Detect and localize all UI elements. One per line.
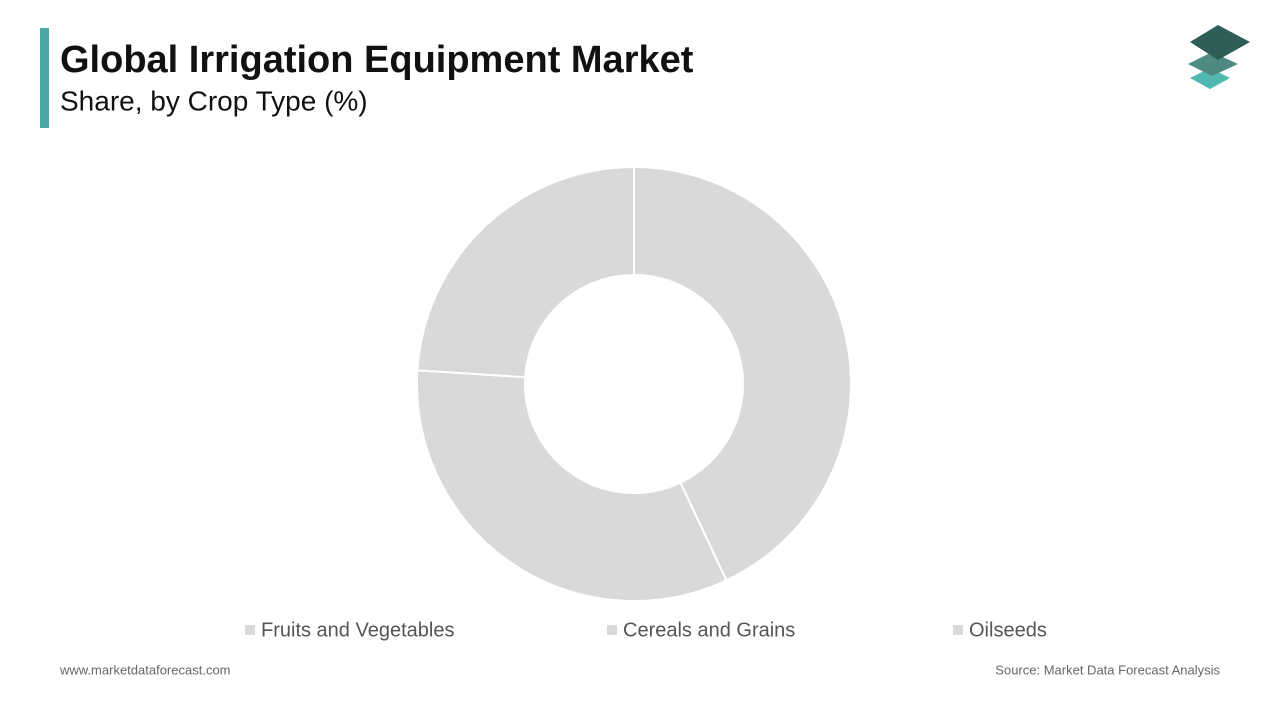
donut-segment xyxy=(416,165,635,379)
chart-subtitle: Share, by Crop Type (%) xyxy=(60,85,368,116)
donut-segment xyxy=(416,369,728,602)
chart-title: Global Irrigation Equipment Market xyxy=(60,39,694,81)
legend-label: Oilseeds xyxy=(969,619,1047,641)
legend-label: Fruits and Vegetables xyxy=(261,619,454,641)
legend-swatch xyxy=(607,625,617,635)
source: Source: Market Data Forecast Analysis xyxy=(995,662,1220,677)
website: www.marketdataforecast.com xyxy=(59,662,231,677)
logo xyxy=(1188,25,1250,89)
legend-label: Cereals and Grains xyxy=(623,619,795,641)
legend-swatch xyxy=(245,625,255,635)
legend-swatch xyxy=(953,625,963,635)
donut-segment xyxy=(633,165,852,582)
title-accent xyxy=(40,28,49,128)
